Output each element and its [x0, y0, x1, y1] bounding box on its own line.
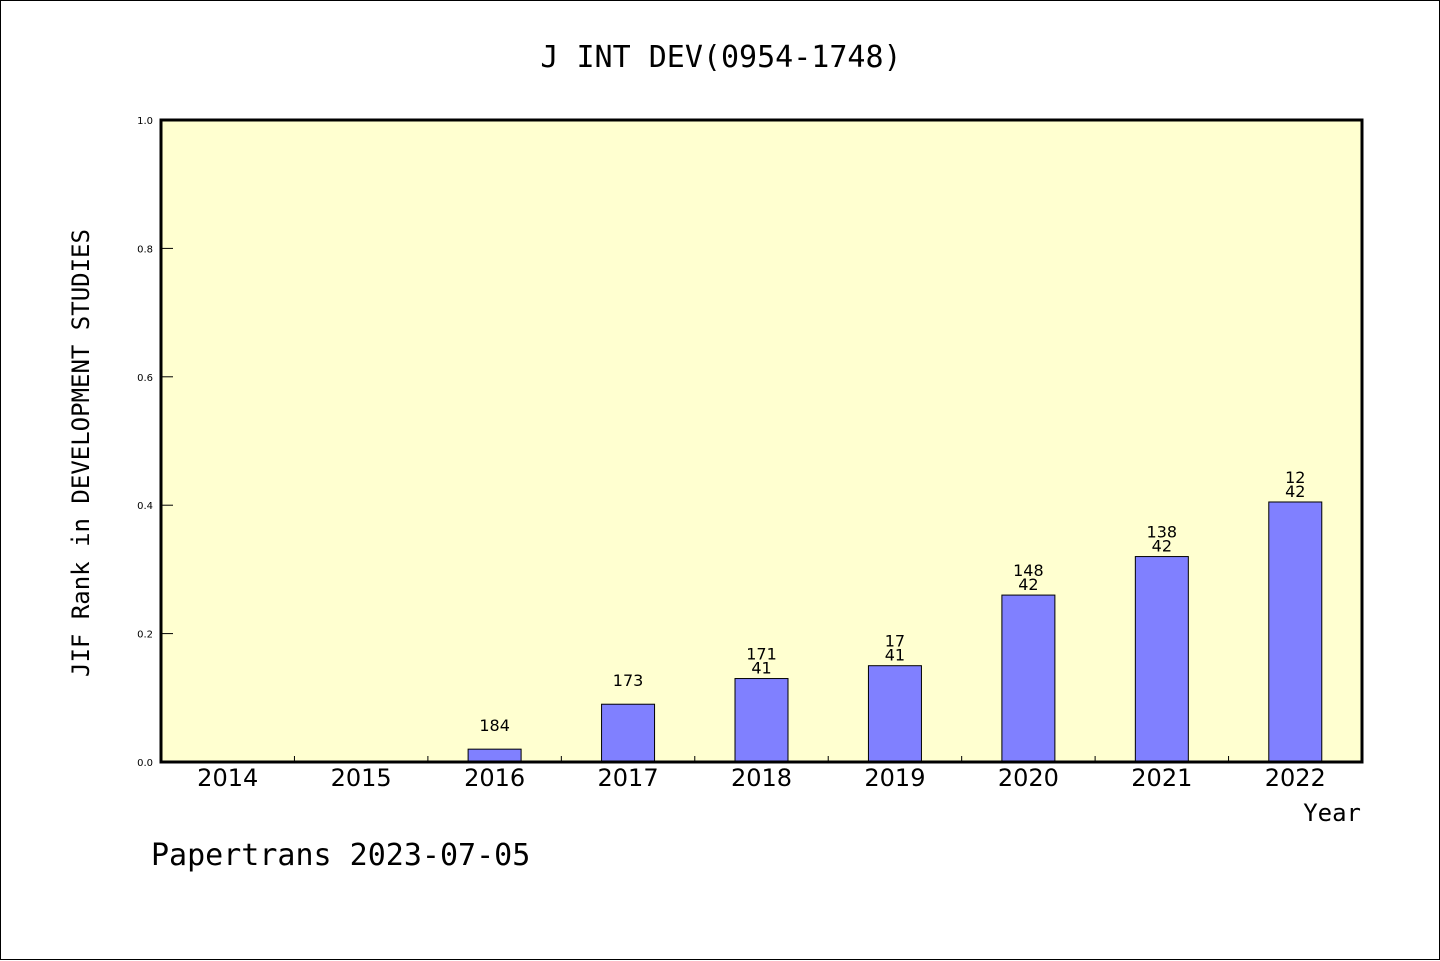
data-label-2022-1: 42 [1285, 482, 1305, 501]
y-tick-label-3: 0.6 [137, 373, 153, 384]
bar-2019 [867, 665, 922, 763]
data-label-2020-0: 148 [1013, 561, 1044, 580]
data-label-2018-1: 41 [751, 659, 771, 678]
x-tick-label-2022: 2022 [1265, 764, 1326, 792]
data-label-2021-0: 138 [1147, 523, 1178, 542]
x-axis-label: Year [1303, 799, 1361, 827]
bar-2017 [601, 703, 656, 763]
data-label-2016-0: 184 [479, 716, 510, 735]
data-label-2018-0: 171 [746, 645, 777, 664]
chart-title: J INT DEV(0954-1748) [540, 40, 901, 75]
bar-2018 [734, 678, 789, 763]
x-tick-label-2014: 2014 [197, 764, 258, 792]
data-label-2020-1: 42 [1018, 575, 1038, 594]
x-tick-label-2015: 2015 [331, 764, 392, 792]
data-label-2017-0: 173 [613, 671, 644, 690]
y-tick-label-0: 0.0 [137, 758, 153, 769]
x-tick-label-2020: 2020 [998, 764, 1059, 792]
bar-2022 [1268, 501, 1323, 763]
x-tick-label-2021: 2021 [1131, 764, 1192, 792]
y-tick-label-4: 0.8 [137, 244, 153, 255]
bars-group [467, 501, 1323, 763]
footer-text: Papertrans 2023-07-05 [151, 838, 530, 873]
y-axis-label: JIF Rank in DEVELOPMENT STUDIES [67, 229, 95, 677]
bar-2016 [467, 748, 522, 763]
x-tick-label-2018: 2018 [731, 764, 792, 792]
bar-2021 [1134, 556, 1189, 763]
x-ticks-group: 2014 2015 2016 2017 2018 2019 2020 2021 2022 [197, 756, 1326, 792]
data-label-2021-1: 42 [1152, 537, 1172, 556]
y-tick-label-1: 0.2 [137, 630, 153, 641]
plot-border [159, 118, 1364, 764]
y-tick-label-2: 0.4 [137, 501, 153, 512]
data-label-2019-1: 41 [885, 646, 905, 665]
data-label-2022-0: 12 [1285, 468, 1305, 487]
x-tick-label-2016: 2016 [464, 764, 525, 792]
x-tick-label-2019: 2019 [864, 764, 925, 792]
data-label-2019-0: 17 [885, 632, 905, 651]
x-tick-label-2017: 2017 [598, 764, 659, 792]
y-tick-label-5: 1.0 [137, 116, 153, 127]
bar-2020 [1001, 594, 1056, 763]
